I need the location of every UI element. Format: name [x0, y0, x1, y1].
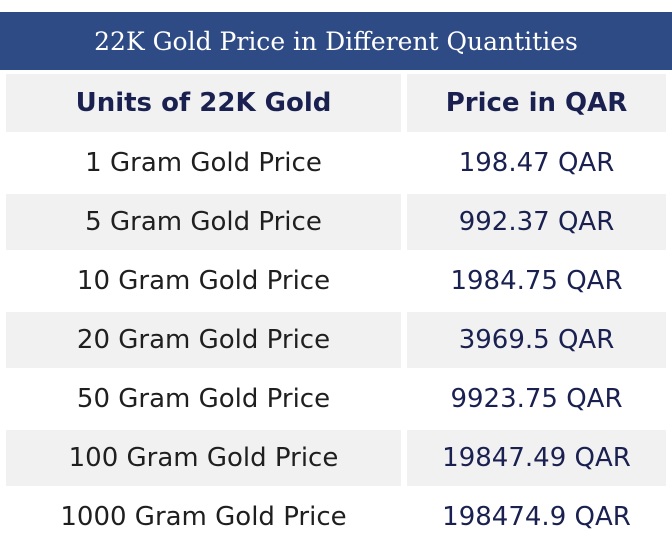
unit-cell: 50 Gram Gold Price	[0, 371, 404, 427]
table-row: 1 Gram Gold Price 198.47 QAR	[0, 132, 672, 191]
price-cell: 198.47 QAR	[404, 135, 672, 191]
table-row: 10 Gram Gold Price 1984.75 QAR	[0, 250, 672, 309]
table-header-row: Units of 22K Gold Price in QAR	[0, 70, 672, 132]
table-row: 50 Gram Gold Price 9923.75 QAR	[0, 368, 672, 427]
unit-cell: 100 Gram Gold Price	[0, 430, 404, 486]
price-cell: 992.37 QAR	[404, 194, 672, 250]
price-cell: 19847.49 QAR	[404, 430, 672, 486]
price-column-header: Price in QAR	[404, 74, 672, 132]
units-column-header: Units of 22K Gold	[0, 74, 404, 132]
table-row: 20 Gram Gold Price 3969.5 QAR	[0, 309, 672, 368]
price-cell: 9923.75 QAR	[404, 371, 672, 427]
price-cell: 3969.5 QAR	[404, 312, 672, 368]
unit-cell: 10 Gram Gold Price	[0, 253, 404, 309]
table-row: 100 Gram Gold Price 19847.49 QAR	[0, 427, 672, 486]
price-cell: 198474.9 QAR	[404, 489, 672, 545]
price-cell: 1984.75 QAR	[404, 253, 672, 309]
table-row: 5 Gram Gold Price 992.37 QAR	[0, 191, 672, 250]
table-row: 1000 Gram Gold Price 198474.9 QAR	[0, 486, 672, 545]
unit-cell: 5 Gram Gold Price	[0, 194, 404, 250]
unit-cell: 1 Gram Gold Price	[0, 135, 404, 191]
unit-cell: 1000 Gram Gold Price	[0, 489, 404, 545]
table-title: 22K Gold Price in Different Quantities	[0, 12, 672, 70]
price-table: Units of 22K Gold Price in QAR 1 Gram Go…	[0, 70, 672, 545]
unit-cell: 20 Gram Gold Price	[0, 312, 404, 368]
